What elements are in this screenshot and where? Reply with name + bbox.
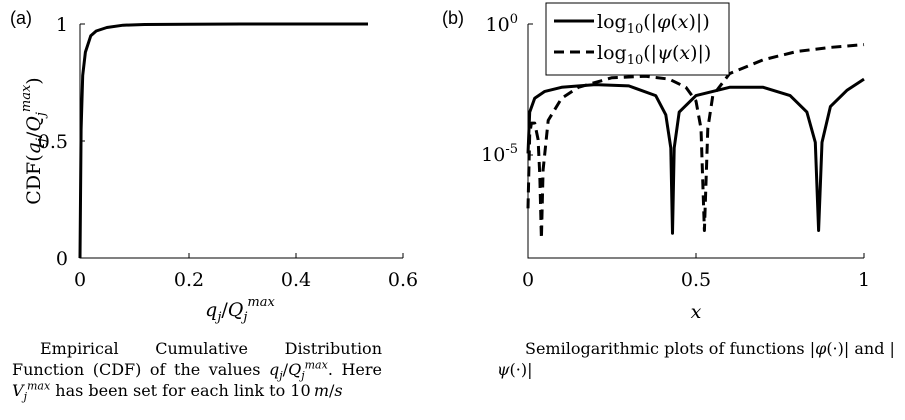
panel-b-ytick-1: 10-5 [481, 142, 518, 166]
phi-line [526, 77, 865, 235]
legend-psi-label: log10(|ψ(x)|) [597, 42, 711, 68]
panel-a-axes [79, 23, 404, 259]
panel-a-xtick-0: 0 [74, 269, 86, 291]
psi-line [526, 43, 865, 241]
panel-b-legend: log10(|φ(x)|) log10(|ψ(x)|) [545, 2, 730, 76]
panel-a-xtick-3: 0.6 [388, 269, 418, 291]
caption-a: Empirical Cumulative Distribution Functi… [12, 339, 382, 404]
panel-b-xtick-2: 1 [858, 269, 870, 291]
panel-a-tag: (a) [10, 8, 32, 28]
figure: (a) 0 0.2 0.4 0.6 0 0.5 1 qj/Qjmax CDF(q… [10, 2, 870, 325]
panel-a-xtick-2: 0.4 [281, 269, 311, 291]
panel-b-xtick-1: 0.5 [681, 269, 711, 291]
panel-b-xtick-0: 0 [522, 269, 534, 291]
panel-b-axes [527, 23, 865, 259]
panel-b-xlabel: x [691, 301, 702, 323]
caption-b: Semilogarithmic plots of functions |φ(·)… [497, 339, 895, 379]
panel-b-plot [526, 43, 865, 241]
cdf-line [78, 22, 368, 259]
panel-a-ytick-0: 0 [56, 248, 68, 270]
panel-a-ytick-2: 1 [56, 14, 68, 36]
panel-b-tag: (b) [442, 8, 464, 28]
panel-a-ylabel: CDF(qj/Qjmax) [19, 77, 49, 204]
panel-b-ytick-0: 100 [486, 12, 518, 36]
panel-a-plot [78, 22, 368, 259]
legend-phi-label: log10(|φ(x)|) [597, 11, 710, 37]
panel-a-ytick-1: 0.5 [38, 131, 68, 153]
panel-a-xlabel: qj/Qjmax [205, 295, 275, 325]
panel-a-xtick-1: 0.2 [174, 269, 204, 291]
